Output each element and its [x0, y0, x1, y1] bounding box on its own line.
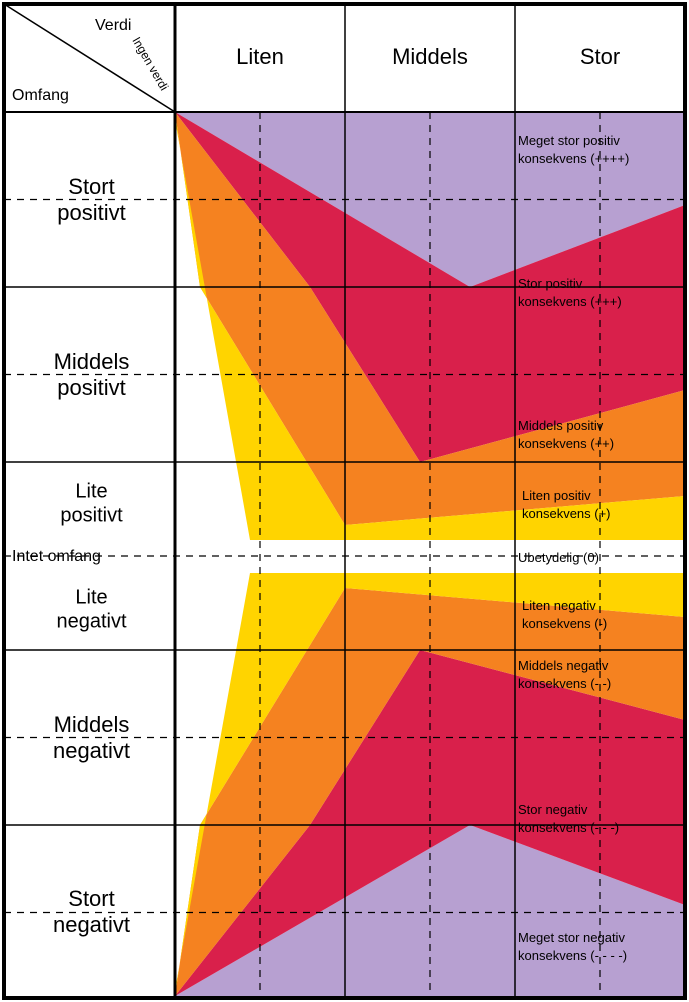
annotation-5-line-1: konsekvens (-)	[522, 616, 607, 631]
row-header-1-line-0: Middels	[54, 349, 130, 374]
row-header-4-line-1: negativt	[53, 738, 130, 763]
corner-bottom-label: Omfang	[12, 87, 69, 104]
row-header-5: Stortnegativt	[53, 886, 130, 937]
row-header-3-line-1: negativt	[56, 611, 126, 633]
annotation-3-line-0: Liten positiv	[522, 488, 591, 503]
annotation-2-line-0: Middels positiv	[518, 418, 604, 433]
row-header-3-line-0: Lite	[75, 587, 107, 609]
annotation-0-line-0: Meget stor positiv	[518, 133, 620, 148]
matrix-svg: Verdi Omfang Ingen verdi Liten Middels Stor St…	[0, 0, 689, 1002]
annotation-1-line-0: Stor positiv	[518, 276, 583, 291]
row-header-0-line-0: Stort	[68, 174, 114, 199]
annotation-3-line-1: konsekvens (+)	[522, 506, 611, 521]
annotation-4: Ubetydelig (0)	[518, 550, 599, 565]
mid-row-label: Intet omfang	[12, 548, 101, 565]
consequence-matrix: Verdi Omfang Ingen verdi Liten Middels Stor St…	[0, 0, 689, 1002]
annotation-5-line-0: Liten negativ	[522, 598, 596, 613]
row-header-5-line-1: negativt	[53, 912, 130, 937]
annotation-7-line-0: Stor negativ	[518, 802, 588, 817]
annotation-2-line-1: konsekvens (++)	[518, 436, 614, 451]
row-header-5-line-0: Stort	[68, 886, 114, 911]
col-header-0: Liten	[236, 44, 284, 69]
row-header-3: Litenegativt	[56, 587, 126, 633]
col-header-1: Middels	[392, 44, 468, 69]
row-header-2-line-0: Lite	[75, 481, 107, 503]
annotation-0-line-1: konsekvens (++++)	[518, 151, 629, 166]
row-header-0-line-1: positivt	[57, 200, 125, 225]
annotation-4-line-0: Ubetydelig (0)	[518, 550, 599, 565]
annotation-7-line-1: konsekvens (- - -)	[518, 820, 619, 835]
annotation-6-line-1: konsekvens (- -)	[518, 676, 611, 691]
annotation-1-line-1: konsekvens (+++)	[518, 294, 622, 309]
row-header-4: Middelsnegativt	[53, 712, 130, 763]
corner-mid-label: Ingen verdi	[129, 35, 171, 93]
row-header-1-line-1: positivt	[57, 375, 125, 400]
corner-top-label: Verdi	[95, 17, 131, 34]
annotation-6-line-0: Middels negativ	[518, 658, 609, 673]
col-header-2: Stor	[580, 44, 620, 69]
annotation-8-line-1: konsekvens (- - - -)	[518, 948, 627, 963]
annotation-8-line-0: Meget stor negativ	[518, 930, 625, 945]
row-header-2: Litepositivt	[60, 481, 123, 527]
row-header-2-line-1: positivt	[60, 505, 123, 527]
row-header-4-line-0: Middels	[54, 712, 130, 737]
row-header-0: Stortpositivt	[57, 174, 125, 225]
row-header-1: Middelspositivt	[54, 349, 130, 400]
